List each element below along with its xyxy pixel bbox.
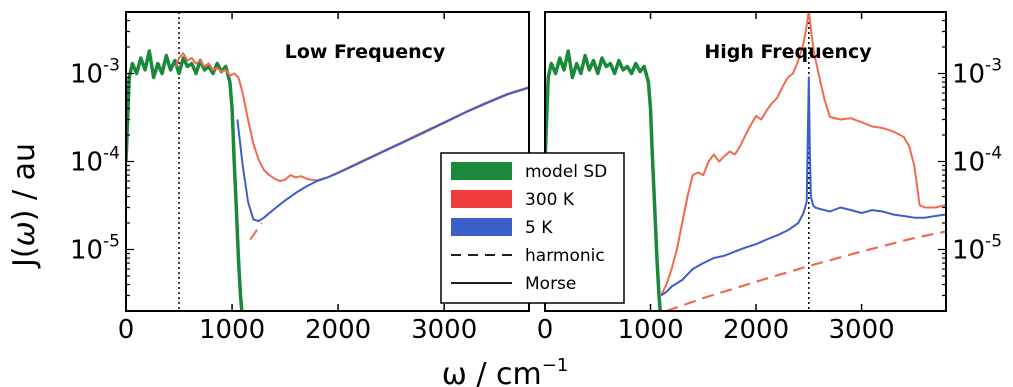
legend-label-model-sd: model SD bbox=[525, 162, 607, 182]
high-frequency-x-tick-label: 1000 bbox=[617, 315, 683, 345]
low-frequency-x-tick-label: 1000 bbox=[199, 315, 265, 345]
low-frequency-y-ticks: 10-5 10-4 10-3 bbox=[70, 11, 134, 312]
high-frequency-y-tick-label: 10-3 bbox=[952, 56, 1002, 90]
legend-items: model SD 300 K 5 K harmonic Morse bbox=[451, 162, 607, 294]
high-frequency-x-tick-label: 2000 bbox=[723, 315, 789, 345]
high-frequency-panel: 0 1000 2000 3000 10-5 10-4 10-3 High Frequenc… bbox=[537, 11, 1002, 345]
legend-swatch-model-sd bbox=[451, 162, 512, 180]
high-frequency-x-tick-label: 3000 bbox=[828, 315, 894, 345]
high-frequency-series-5-k bbox=[660, 76, 946, 297]
low-frequency-y-tick-label: 10-4 bbox=[70, 144, 120, 178]
y-axis-label-suffix: ) / au bbox=[7, 143, 42, 221]
legend-swatch-5-k bbox=[451, 218, 512, 236]
legend-label-5-k: 5 K bbox=[525, 218, 553, 238]
low-frequency-panel: 0 1000 2000 3000 10-5 10-4 10-3 Low Frequency bbox=[70, 11, 530, 345]
high-frequency-y-ticks: 10-5 10-4 10-3 bbox=[938, 11, 1002, 312]
x-axis-label-exp: −1 bbox=[542, 355, 569, 376]
legend-label-harmonic: harmonic bbox=[525, 246, 605, 266]
low-frequency-y-tick-label: 10-3 bbox=[70, 56, 120, 90]
high-frequency-x-tick-label: 0 bbox=[537, 315, 554, 345]
high-frequency-y-tick-label: 10-5 bbox=[952, 231, 1002, 265]
legend-item-5-k: 5 K bbox=[451, 218, 553, 238]
legend: model SD 300 K 5 K harmonic Morse bbox=[440, 152, 625, 304]
x-axis-label-main: ω / cm bbox=[442, 357, 542, 387]
low-frequency-title: Low Frequency bbox=[285, 41, 446, 63]
legend-item-model-sd: model SD bbox=[451, 162, 607, 182]
y-axis-label-prefix: J( bbox=[7, 246, 42, 269]
low-frequency-y-tick-label: 10-5 bbox=[70, 231, 120, 265]
legend-swatch-300-k bbox=[451, 190, 512, 208]
legend-label-morse: Morse bbox=[525, 274, 576, 294]
low-frequency-series-model-sd bbox=[126, 49, 244, 311]
low-frequency-x-ticks: 0 1000 2000 3000 bbox=[118, 12, 477, 345]
low-frequency-series-5-k bbox=[236, 86, 529, 223]
low-frequency-x-tick-label: 3000 bbox=[411, 315, 477, 345]
high-frequency-series-harmonic bbox=[666, 230, 946, 311]
legend-label-300-k: 300 K bbox=[525, 190, 575, 210]
y-axis-label: J(ω) / au bbox=[7, 143, 42, 269]
low-frequency-x-tick-label: 2000 bbox=[305, 315, 371, 345]
y-axis-label-omega: ω bbox=[7, 221, 42, 246]
low-frequency-series bbox=[126, 49, 529, 311]
high-frequency-series-model-sd bbox=[545, 49, 662, 311]
high-frequency-series-300-k bbox=[660, 12, 946, 296]
legend-item-harmonic: harmonic bbox=[451, 246, 605, 266]
legend-item-300-k: 300 K bbox=[451, 190, 575, 210]
high-frequency-series bbox=[545, 12, 946, 311]
low-frequency-series-harmonic bbox=[249, 222, 263, 241]
high-frequency-x-ticks: 0 1000 2000 3000 bbox=[537, 12, 895, 345]
high-frequency-title: High Frequency bbox=[704, 41, 872, 63]
legend-item-morse: Morse bbox=[451, 274, 576, 294]
high-frequency-y-tick-label: 10-4 bbox=[952, 144, 1002, 178]
x-axis-label: ω / cm−1 bbox=[442, 355, 569, 387]
low-frequency-x-tick-label: 0 bbox=[118, 315, 135, 345]
